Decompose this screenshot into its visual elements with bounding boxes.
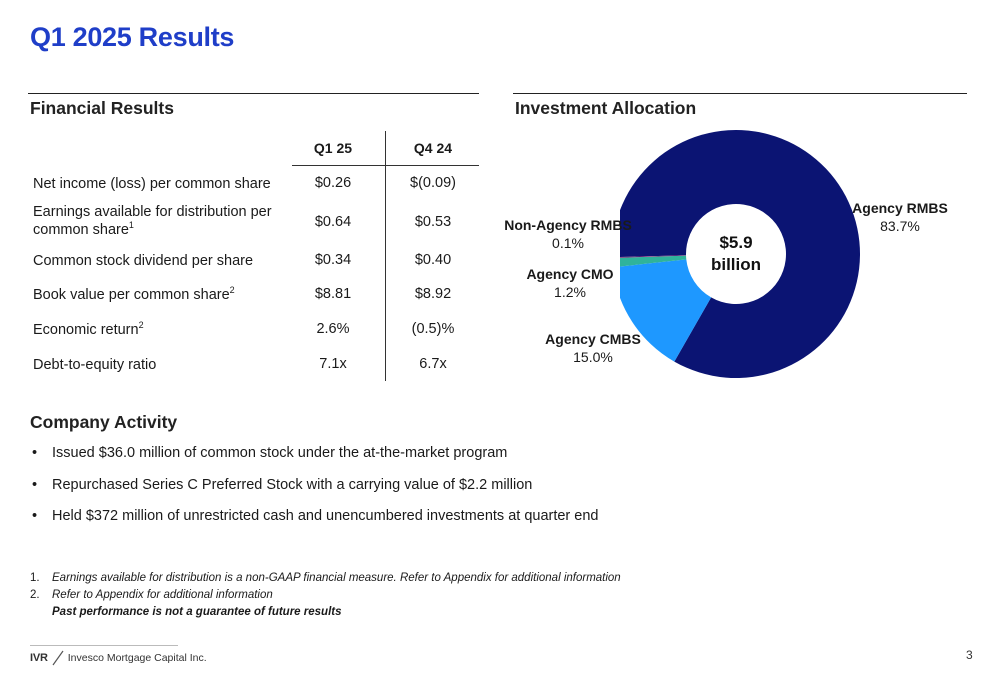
logo-mark: IVR — [30, 652, 48, 664]
slice-label-agency-rmbs: Agency RMBS 83.7% — [840, 199, 960, 235]
row-label: Economic return2 — [33, 320, 144, 338]
company-activity-list: Issued $36.0 million of common stock und… — [30, 445, 598, 540]
row-label: Earnings available for distribution per … — [33, 204, 272, 238]
value-q1-25: 7.1x — [319, 356, 347, 372]
slice-agency-rmbs — [620, 130, 860, 378]
list-item: Repurchased Series C Preferred Stock wit… — [30, 477, 598, 509]
slice-label-value: 83.7% — [880, 218, 920, 234]
footnote-1: 1. Earnings available for distribution is… — [30, 572, 621, 584]
investment-allocation-rule — [513, 93, 967, 94]
row-label: Debt-to-equity ratio — [33, 357, 157, 373]
slice-label-name: Agency CMO — [526, 266, 614, 282]
slice-non-agency-rmbs — [620, 255, 687, 258]
value-q4-24: $8.92 — [414, 286, 452, 302]
list-item: Issued $36.0 million of common stock und… — [30, 445, 598, 477]
value-q4-24: $(0.09) — [410, 175, 456, 191]
logo-slash-icon — [52, 650, 64, 666]
footnote-text: Refer to Appendix for additional informa… — [52, 589, 273, 601]
slice-label-name: Agency RMBS — [852, 200, 948, 216]
center-value: $5.9 — [719, 233, 753, 252]
company-logo: IVR Invesco Mortgage Capital Inc. — [30, 650, 207, 666]
slice-label-non-agency-rmbs: Non-Agency RMBS 0.1% — [498, 216, 638, 252]
footnote-number: 1. — [30, 572, 40, 584]
table-column-divider — [385, 131, 386, 381]
slice-label-name: Non-Agency RMBS — [504, 217, 632, 233]
value-q1-25: $8.81 — [314, 286, 352, 302]
slice-label-agency-cmo: Agency CMO 1.2% — [515, 265, 625, 301]
list-item: Held $372 million of unrestricted cash a… — [30, 508, 598, 540]
company-activity-heading: Company Activity — [30, 412, 178, 432]
footnote-number: 2. — [30, 589, 40, 601]
slice-label-agency-cmbs: Agency CMBS 15.0% — [533, 330, 653, 366]
value-q1-25: $0.26 — [314, 175, 352, 191]
row-label: Book value per common share2 — [33, 285, 235, 303]
investment-allocation-heading: Investment Allocation — [515, 98, 697, 118]
value-q4-24: $0.40 — [414, 252, 452, 268]
slice-agency-cmo — [620, 255, 687, 267]
row-label: Net income (loss) per common share — [33, 176, 271, 192]
value-q4-24: (0.5)% — [411, 321, 455, 337]
value-q1-25: $0.64 — [314, 214, 352, 230]
value-q4-24: $0.53 — [414, 214, 452, 230]
financial-results-heading: Financial Results — [30, 98, 174, 118]
value-q4-24: 6.7x — [419, 356, 447, 372]
header-rule — [292, 165, 479, 166]
footer-rule — [30, 645, 178, 646]
slice-label-value: 1.2% — [554, 284, 586, 300]
page-number: 3 — [966, 648, 973, 662]
slice-label-value: 15.0% — [573, 349, 613, 365]
row-label: Common stock dividend per share — [33, 253, 254, 269]
investment-allocation-donut-chart — [620, 130, 860, 378]
slice-label-name: Agency CMBS — [545, 331, 641, 347]
value-q1-25: 2.6% — [316, 321, 350, 337]
disclaimer: Past performance is not a guarantee of f… — [52, 606, 342, 618]
donut-center-label: $5.9 billion — [690, 232, 782, 276]
logo-name: Invesco Mortgage Capital Inc. — [67, 652, 207, 664]
slice-agency-cmbs — [620, 259, 712, 362]
center-unit: billion — [710, 255, 762, 274]
footnote-text: Earnings available for distribution is a… — [52, 572, 621, 584]
column-header-q4-24: Q4 24 — [413, 140, 453, 156]
page-title: Q1 2025 Results — [30, 22, 235, 52]
footnote-2: 2. Refer to Appendix for additional infor… — [30, 589, 273, 601]
column-header-q1-25: Q1 25 — [313, 140, 353, 156]
value-q1-25: $0.34 — [314, 252, 352, 268]
financial-results-rule — [28, 93, 479, 94]
slice-label-value: 0.1% — [552, 235, 584, 251]
